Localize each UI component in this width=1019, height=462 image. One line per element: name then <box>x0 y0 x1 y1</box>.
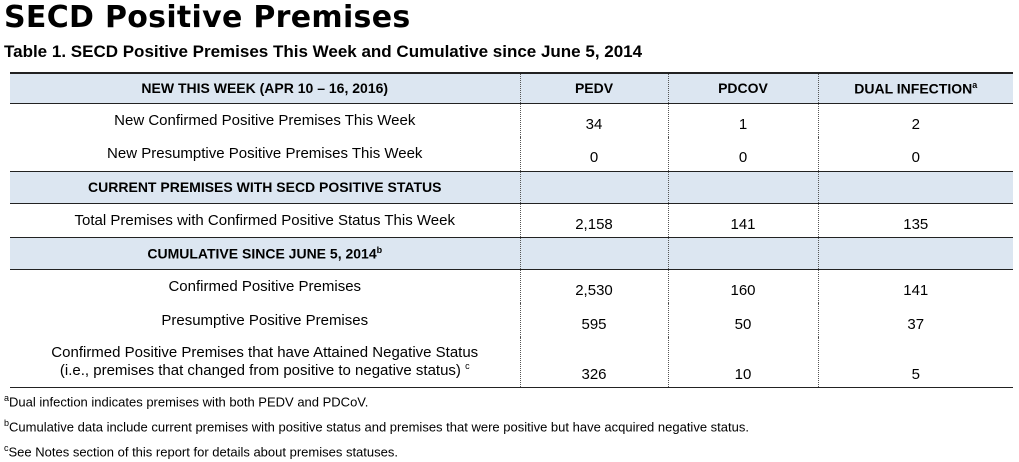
footnote-ref: c <box>465 361 470 372</box>
section-row: CUMULATIVE SINCE JUNE 5, 2014b <box>10 237 1013 269</box>
value-cell: 50 <box>667 303 818 337</box>
footnotes: aDual infection indicates premises with … <box>4 388 749 462</box>
label-text: Total Premises with Confirmed Positive S… <box>74 211 455 229</box>
header-text: PDCOV <box>718 80 768 97</box>
page-title: SECD Positive Premises <box>4 0 411 35</box>
section-empty <box>817 171 1013 203</box>
header-cell: DUAL INFECTIONa <box>817 73 1013 103</box>
value-cell: 141 <box>817 269 1013 303</box>
value-cell: 595 <box>519 303 668 337</box>
value-cell: 2 <box>817 103 1013 137</box>
header-text: NEW THIS WEEK (APR 10 – 16, 2016) <box>141 80 389 97</box>
header-cell: PEDV <box>519 73 668 103</box>
table-caption: Table 1. SECD Positive Premises This Wee… <box>4 42 643 61</box>
label-line: Total Premises with Confirmed Positive S… <box>10 212 520 229</box>
value-cell: 2,158 <box>519 203 668 237</box>
value-cell: 141 <box>667 203 818 237</box>
value-cell: 5 <box>817 337 1013 387</box>
data-row: Total Premises with Confirmed Positive S… <box>10 203 1013 237</box>
footnote: bCumulative data include current premise… <box>4 413 749 438</box>
section-empty <box>667 237 818 269</box>
section-row: CURRENT PREMISES WITH SECD POSITIVE STAT… <box>10 171 1013 203</box>
label-line: Confirmed Positive Premises <box>10 278 520 295</box>
header-cell: NEW THIS WEEK (APR 10 – 16, 2016) <box>10 73 520 103</box>
footnote-mark: b <box>4 417 10 428</box>
footnote: aDual infection indicates premises with … <box>4 388 749 413</box>
row-label: New Confirmed Positive Premises This Wee… <box>10 103 520 137</box>
label-text: (i.e., premises that changed from positi… <box>59 362 461 380</box>
page: SECD Positive Premises Table 1. SECD Pos… <box>4 0 1013 459</box>
label-text: Presumptive Positive Premises <box>161 311 369 329</box>
value-cell: 1 <box>667 103 818 137</box>
section-empty <box>817 237 1013 269</box>
header-cell: PDCOV <box>667 73 818 103</box>
value-cell: 37 <box>817 303 1013 337</box>
row-label: Confirmed Positive Premises <box>10 269 520 303</box>
value-cell: 0 <box>817 137 1013 171</box>
label-line: Confirmed Positive Premises that have At… <box>10 344 520 361</box>
row-label: New Presumptive Positive Premises This W… <box>10 137 520 171</box>
label-text: New Presumptive Positive Premises This W… <box>107 145 423 163</box>
row-label: Total Premises with Confirmed Positive S… <box>10 203 520 237</box>
footnote-text: Cumulative data include current premises… <box>9 419 749 435</box>
footnote-text: See Notes section of this report for det… <box>8 443 398 459</box>
row-label: Presumptive Positive Premises <box>10 303 520 337</box>
section-text: CURRENT PREMISES WITH SECD POSITIVE STAT… <box>88 179 442 195</box>
data-row: Confirmed Positive Premises that have At… <box>10 337 1013 387</box>
value-cell: 0 <box>519 137 668 171</box>
section-cell: CUMULATIVE SINCE JUNE 5, 2014b <box>10 237 520 269</box>
header-text: PEDV <box>574 80 614 97</box>
value-cell: 2,530 <box>519 269 668 303</box>
header-text: DUAL INFECTION <box>854 80 973 97</box>
label-line: New Confirmed Positive Premises This Wee… <box>10 112 520 129</box>
label-text: New Confirmed Positive Premises This Wee… <box>114 111 416 129</box>
section-text: CUMULATIVE SINCE JUNE 5, 2014 <box>147 245 377 262</box>
footnote-ref: b <box>376 244 383 255</box>
value-cell: 10 <box>667 337 818 387</box>
footnote: cSee Notes section of this report for de… <box>4 438 749 462</box>
value-cell: 34 <box>519 103 668 137</box>
section-cell: CURRENT PREMISES WITH SECD POSITIVE STAT… <box>10 171 520 203</box>
label-text: Confirmed Positive Premises that have At… <box>51 344 479 362</box>
row-label: Confirmed Positive Premises that have At… <box>10 337 520 387</box>
data-row: Presumptive Positive Premises 595 50 37 <box>10 303 1013 337</box>
footnote-text: Dual infection indicates premises with b… <box>9 394 369 410</box>
label-line: New Presumptive Positive Premises This W… <box>10 145 520 162</box>
data-row: New Confirmed Positive Premises This Wee… <box>10 103 1013 137</box>
value-cell: 135 <box>817 203 1013 237</box>
value-cell: 160 <box>667 269 818 303</box>
header-row: NEW THIS WEEK (APR 10 – 16, 2016) PEDV PDC… <box>10 73 1013 103</box>
data-table: NEW THIS WEEK (APR 10 – 16, 2016) PEDV PDC… <box>10 72 1013 388</box>
data-row: Confirmed Positive Premises 2,530 160 141 <box>10 269 1013 303</box>
value-cell: 326 <box>519 337 668 387</box>
section-empty <box>667 171 818 203</box>
footnote-ref: a <box>972 79 978 90</box>
label-line: (i.e., premises that changed from positi… <box>10 361 520 379</box>
section-empty <box>519 237 668 269</box>
data-row: New Presumptive Positive Premises This W… <box>10 137 1013 171</box>
footnote-mark: a <box>4 393 10 403</box>
label-text: Confirmed Positive Premises <box>168 277 362 295</box>
label-line: Presumptive Positive Premises <box>10 312 520 329</box>
value-cell: 0 <box>667 137 818 171</box>
section-empty <box>519 171 668 203</box>
